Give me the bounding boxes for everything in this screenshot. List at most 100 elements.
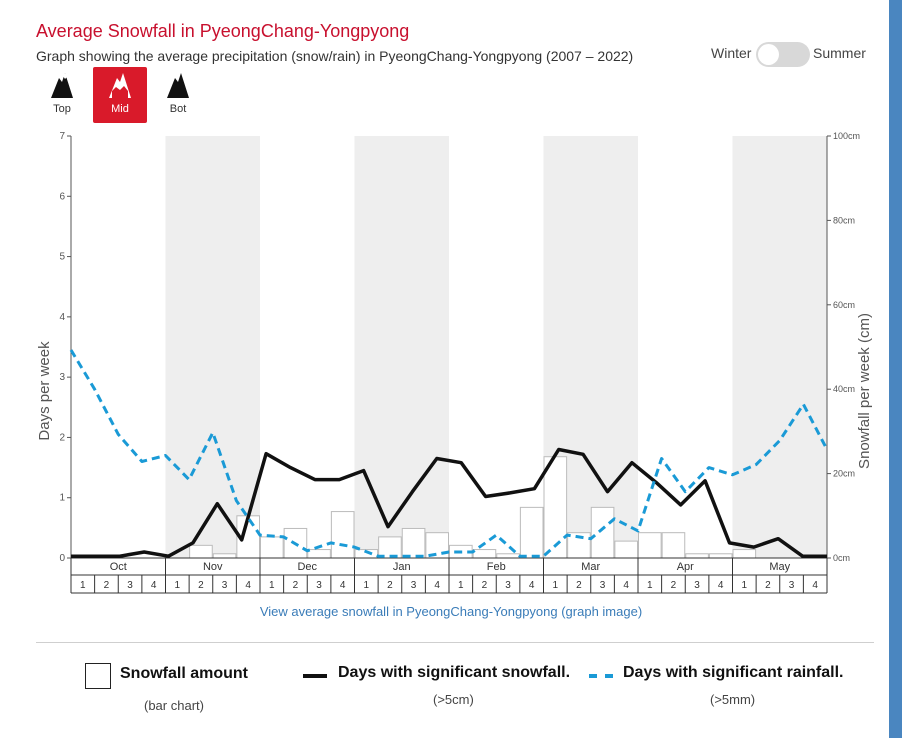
snowfall-bar: [519, 506, 544, 559]
elevation-tab-label: Top: [53, 103, 71, 115]
snowfall-bar: [638, 532, 662, 559]
snowfall-bar: [590, 506, 615, 559]
chart-lines: [69, 349, 829, 558]
week-label: 2: [576, 580, 582, 591]
month-label: Oct: [110, 561, 127, 573]
week-label: 1: [458, 580, 464, 591]
legend-snowfall-label: Snowfall amount: [120, 665, 248, 682]
snowfall-bar: [496, 553, 520, 559]
season-toggle-switch[interactable]: [756, 42, 810, 67]
snowfall-bar: [307, 549, 331, 559]
snowfall-bar: [732, 549, 757, 559]
shaded-band-jan: [354, 136, 449, 558]
page-subtitle: Graph showing the average precipitation …: [36, 48, 634, 64]
month-label: Apr: [677, 561, 694, 573]
y-tick-label: 2: [59, 432, 65, 443]
month-label: May: [769, 561, 790, 573]
week-label: 4: [434, 580, 440, 591]
snowfall-bar: [212, 553, 237, 559]
snowfall-bar: [189, 544, 213, 559]
y-tick-label: 4: [59, 312, 65, 323]
y2-tick-label: 40cm: [833, 384, 855, 394]
week-label: 1: [742, 580, 748, 591]
legend-snow-days-swatch: [303, 674, 327, 678]
shaded-band-may: [732, 136, 827, 558]
week-label: 1: [175, 580, 181, 591]
week-label: 4: [718, 580, 724, 591]
elevation-tab-label: Bot: [169, 103, 187, 115]
week-label: 1: [269, 580, 275, 591]
chart-axes: 0 1 2 3 4 5 6 7 0cm 20cm 40cm 60cm 80cm 100cm Oct 1 2 3 4 N…: [59, 131, 860, 594]
y2-tick-label: 100cm: [833, 131, 860, 141]
week-label: 1: [80, 580, 86, 591]
mountain-top-icon: [51, 73, 73, 98]
shaded-band-nov: [165, 136, 260, 558]
snowfall-bar: [708, 553, 733, 559]
elevation-tab-top[interactable]: Top: [35, 67, 89, 123]
week-label: 2: [198, 580, 204, 591]
rain-days-line: [69, 349, 829, 558]
month-label: Dec: [297, 561, 317, 573]
mountain-mid-icon: [109, 73, 131, 98]
legend-divider: [36, 642, 874, 643]
y-tick-label: 1: [59, 493, 65, 504]
week-label: 3: [505, 580, 511, 591]
snowfall-chart: 0 1 2 3 4 5 6 7 0cm 20cm 40cm 60cm 80cm 100cm Oct 1 2 3 4 N…: [36, 131, 873, 594]
y2-tick-label: 60cm: [833, 300, 855, 310]
y-axis-label: Days per week: [36, 341, 53, 441]
week-label: 3: [127, 580, 133, 591]
page-title: Average Snowfall in PyeongChang-Yongpyon…: [36, 21, 410, 41]
week-label: 2: [482, 580, 488, 591]
week-label: 3: [222, 580, 228, 591]
week-label: 4: [529, 580, 535, 591]
snowfall-bar: [330, 511, 355, 559]
season-toggle-right-label: Summer: [813, 45, 866, 61]
graph-image-link[interactable]: View average snowfall in PyeongChang-Yon…: [259, 604, 643, 619]
mountain-bot-icon: [167, 73, 189, 98]
month-label: Jan: [393, 561, 411, 573]
y2-tick-label: 0cm: [833, 553, 850, 563]
week-label: 3: [316, 580, 322, 591]
legend-rain-days-swatch: [589, 674, 613, 678]
week-label: 3: [789, 580, 795, 591]
legend-rain-days-sub: (>5mm): [710, 692, 756, 707]
week-label: 4: [245, 580, 251, 591]
season-toggle-knob: [758, 44, 779, 65]
y2-axis-label: Snowfall per week (cm): [856, 313, 873, 469]
week-label: 4: [340, 580, 346, 591]
month-label: Nov: [203, 561, 223, 573]
elevation-tab-bot[interactable]: Bot: [151, 67, 205, 123]
week-label: 3: [600, 580, 606, 591]
week-label: 1: [364, 580, 370, 591]
snowfall-bar: [614, 540, 638, 559]
legend-snowfall-swatch: [85, 663, 111, 689]
month-label: Mar: [581, 561, 600, 573]
y2-tick-label: 80cm: [833, 215, 855, 225]
y-tick-label: 3: [59, 372, 65, 383]
week-label: 2: [387, 580, 393, 591]
week-label: 2: [293, 580, 299, 591]
week-label: 4: [151, 580, 157, 591]
week-label: 1: [647, 580, 653, 591]
week-label: 3: [411, 580, 417, 591]
shaded-month-bands: [165, 136, 827, 558]
snowfall-bar: [401, 527, 426, 559]
legend-snow-days-sub: (>5cm): [433, 692, 474, 707]
y-tick-label: 0: [59, 553, 65, 564]
legend-rain-days-label: Days with significant rainfall.: [623, 664, 844, 681]
legend-snow-days-label: Days with significant snowfall.: [338, 664, 571, 681]
week-label: 3: [694, 580, 700, 591]
elevation-tab-mid[interactable]: Mid: [93, 67, 147, 123]
y-tick-label: 6: [59, 191, 65, 202]
month-label: Feb: [487, 561, 506, 573]
elevation-tab-label: Mid: [111, 103, 129, 115]
week-label: 2: [671, 580, 677, 591]
week-label: 4: [623, 580, 629, 591]
snowfall-bar: [260, 536, 284, 559]
snowfall-bars: [189, 456, 757, 559]
legend-snowfall-sub: (bar chart): [144, 698, 204, 713]
page-side-bar: [889, 0, 902, 738]
snowfall-bar: [472, 549, 497, 559]
week-label: 1: [553, 580, 559, 591]
y-tick-label: 5: [59, 252, 65, 263]
